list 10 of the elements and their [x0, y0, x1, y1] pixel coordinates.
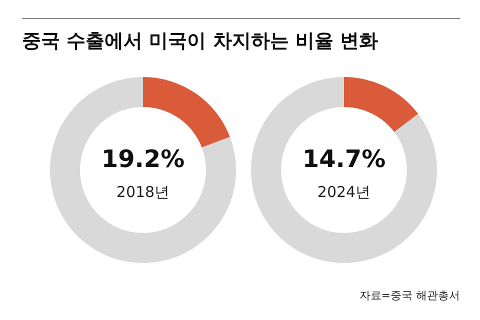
text: 2024년: [317, 183, 371, 201]
text: 자료=중국 해관총서: [359, 288, 460, 303]
chart-title: 중국 수출에서 미국이 차지하는 비율 변화: [22, 29, 378, 54]
donut-slice: [50, 77, 236, 263]
donut-slice: [251, 77, 437, 263]
data-label: 14.7%: [302, 145, 386, 173]
donut-slice: [344, 77, 418, 132]
text: 2018년: [116, 183, 170, 201]
donut-slice: [143, 77, 230, 148]
data-label: 19.2%: [101, 145, 185, 173]
